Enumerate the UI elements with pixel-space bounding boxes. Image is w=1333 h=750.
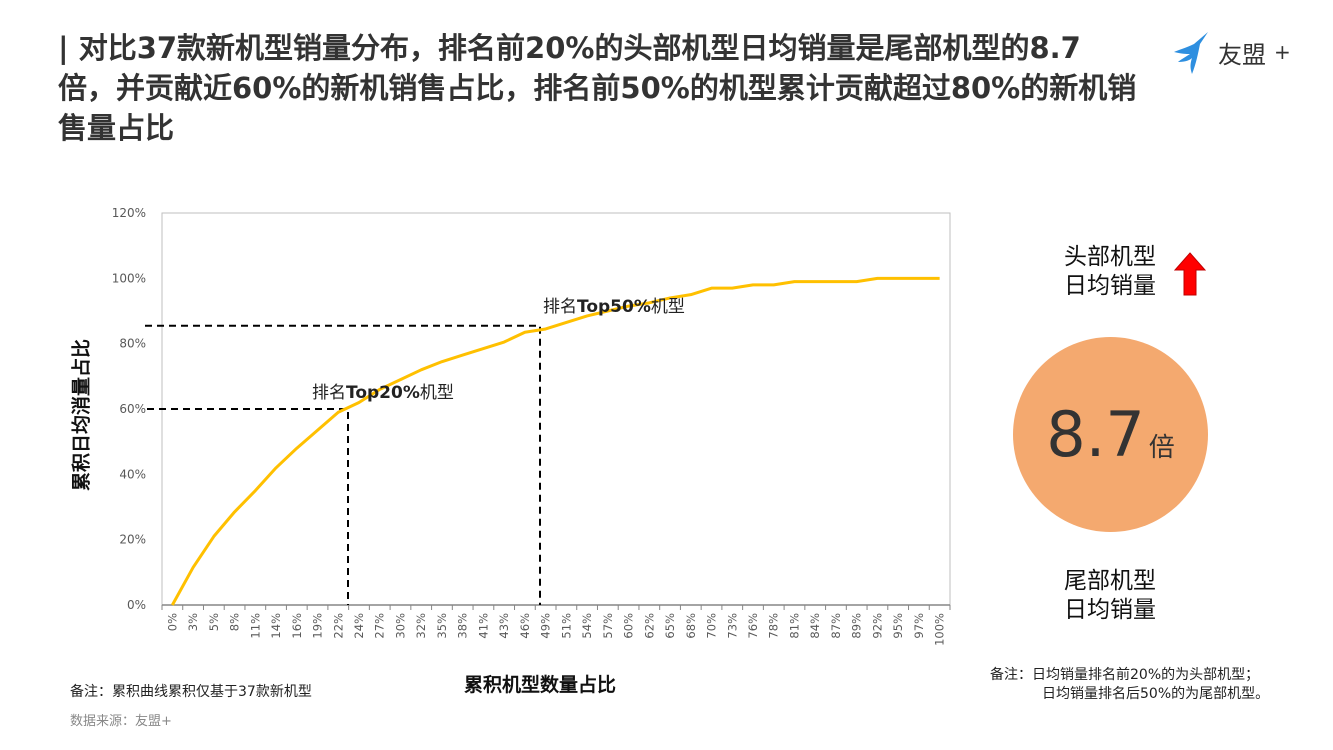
x-tick-label: 46% [518,613,532,639]
x-tick-label: 78% [767,613,781,639]
definition-note: 备注：日均销量排名前20%的为头部机型； 日均销量排名后50%的为尾部机型。 [990,666,1269,704]
x-tick-label: 35% [435,613,449,639]
x-tick-label: 92% [870,613,884,639]
x-tick-label: 65% [663,613,677,639]
x-tick-label: 19% [311,613,325,639]
tail-models-label: 尾部机型 日均销量 [1040,567,1180,625]
y-tick-label: 40% [119,467,146,481]
x-tick-label: 84% [808,613,822,639]
ratio-value: 8.7 [1046,398,1145,471]
ratio-circle: 8.7 倍 [1013,337,1208,532]
x-tick-label: 3% [186,613,200,631]
y-tick-label: 60% [119,402,146,416]
y-tick-label: 20% [119,533,146,547]
x-tick-label: 24% [352,613,366,639]
x-tick-label: 27% [373,613,387,639]
x-tick-label: 87% [829,613,843,639]
cumulative-series-line [171,276,940,606]
top50-guide-line [145,324,541,605]
ratio-unit: 倍 [1148,433,1175,463]
head-label-line2: 日均销量 [1064,273,1156,299]
y-axis-label-box: 累积日均消量占比 [60,330,100,500]
x-tick-label: 89% [850,613,864,639]
head-label-line1: 头部机型 [1064,244,1156,270]
x-tick-label: 49% [539,613,553,639]
x-tick-label: 95% [891,613,905,639]
y-tick-label: 0% [127,598,146,612]
x-tick-label: 97% [912,613,926,639]
logo: 友盟 + [1172,30,1291,74]
x-tick-label: 54% [580,613,594,639]
bird-logo-icon [1174,32,1208,74]
x-tick-label: 73% [725,613,739,639]
data-source: 数据来源：友盟+ [70,714,172,729]
x-tick-label: 5% [207,613,221,631]
annotation-label: 排名Top50%机型 [543,297,685,317]
x-tick-label: 68% [684,613,698,639]
x-tick-label: 62% [642,613,656,639]
tail-label-line2: 日均销量 [1064,597,1156,623]
x-tick-label: 57% [601,613,615,639]
chart-note: 备注：累积曲线累积仅基于37款新机型 [70,684,312,700]
x-tick-label: 32% [414,613,428,639]
x-tick-label: 41% [476,613,490,639]
y-tick-label: 120% [112,206,146,220]
x-tick-label: 43% [497,613,511,639]
page-title: | 对比37款新机型销量分布，排名前20%的头部机型日均销量是尾部机型的8.7倍… [58,31,1137,145]
x-axis-label: 累积机型数量占比 [464,674,617,696]
x-tick-label: 38% [456,613,470,639]
logo-plus: + [1274,40,1291,64]
x-tick-label: 100% [933,613,947,646]
x-tick-label: 30% [393,613,407,639]
x-tick-label: 70% [705,613,719,639]
x-tick-label: 60% [622,613,636,639]
x-tick-label: 11% [248,613,262,639]
logo-text: 友盟 [1218,40,1266,69]
x-tick-label: 16% [290,613,304,639]
y-tick-label: 100% [112,271,146,285]
top20-guide-line [147,408,349,605]
up-arrow-icon [1174,252,1206,296]
x-tick-label: 14% [269,613,283,639]
y-axis-label: 累积日均消量占比 [70,338,93,492]
head-models-label: 头部机型 日均销量 [1040,243,1180,301]
x-tick-label: 22% [331,613,345,639]
x-tick-label: 8% [228,613,242,631]
x-tick-label: 76% [746,613,760,639]
x-tick-label: 0% [165,613,179,631]
x-tick-label: 81% [787,613,801,639]
definition-note-line2: 日均销量排名后50%的为尾部机型。 [1042,686,1270,702]
tail-label-line1: 尾部机型 [1064,568,1156,594]
x-tick-label: 51% [559,613,573,639]
y-tick-label: 80% [119,337,146,351]
annotation-label: 排名Top20%机型 [312,383,454,403]
definition-note-line1: 备注：日均销量排名前20%的为头部机型； [990,667,1260,683]
